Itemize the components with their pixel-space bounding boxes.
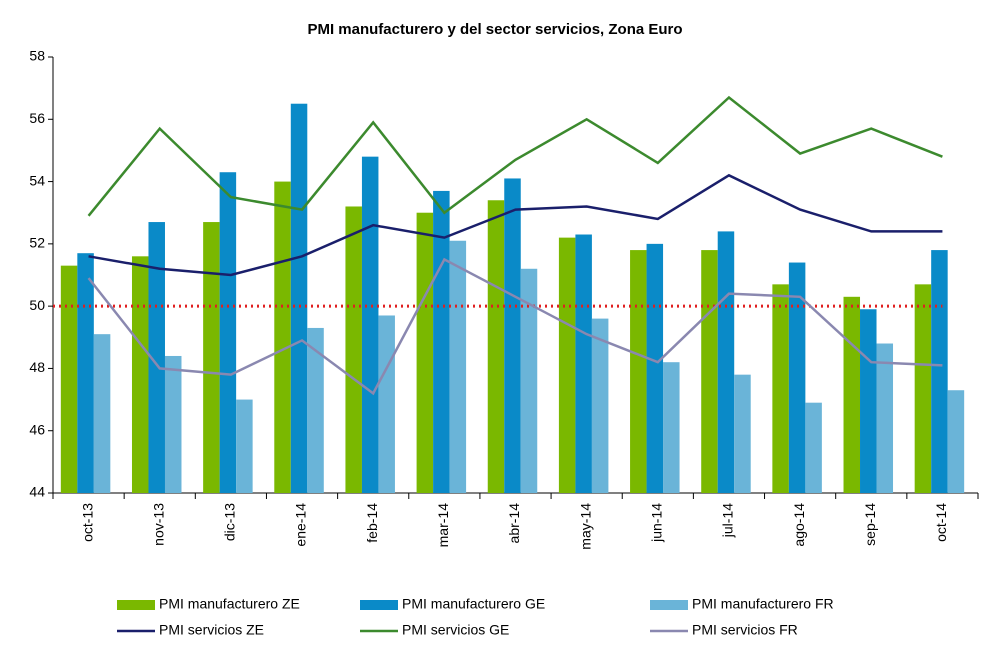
y-tick-label: 52 (29, 235, 45, 251)
bar (307, 327, 324, 493)
y-tick-label: 56 (29, 110, 45, 126)
bar (520, 268, 538, 493)
x-tick-label: oct-13 (79, 503, 95, 542)
legend-label: PMI servicios GE (402, 622, 509, 638)
bar (131, 256, 149, 493)
bar (236, 399, 253, 493)
y-tick-label: 54 (29, 172, 45, 188)
bar (947, 390, 965, 493)
bar (646, 243, 664, 493)
x-tick-label: jun-14 (649, 503, 665, 543)
bar (914, 284, 932, 493)
legend-swatch (117, 600, 155, 610)
chart-title: PMI manufacturero y del sector servicios… (307, 21, 682, 38)
bar (701, 250, 718, 493)
bar (345, 206, 362, 493)
bar (717, 231, 735, 493)
bar (290, 103, 308, 493)
bar (931, 250, 948, 493)
x-tick-label: abr-14 (506, 503, 522, 544)
bar (378, 315, 395, 493)
bar (663, 362, 680, 493)
y-tick-label: 58 (29, 48, 45, 64)
bar (449, 240, 467, 493)
bar (416, 212, 434, 493)
legend-label: PMI servicios ZE (159, 622, 264, 638)
legend-swatch (650, 600, 688, 610)
x-tick-label: oct-14 (933, 503, 949, 542)
x-tick-label: ago-14 (791, 503, 807, 547)
y-tick-label: 48 (29, 359, 45, 375)
line-series (87, 95, 943, 217)
bar (860, 309, 877, 493)
bar (504, 178, 521, 493)
legend-label: PMI manufacturero FR (692, 596, 834, 612)
bar (77, 253, 94, 493)
bar (575, 234, 592, 493)
x-tick-label: may-14 (577, 503, 593, 550)
bar (805, 402, 822, 493)
bar (487, 200, 505, 493)
bar (876, 343, 894, 493)
bar (274, 181, 291, 494)
bar (558, 237, 576, 493)
y-tick-label: 44 (29, 484, 45, 500)
x-tick-label: jul-14 (720, 503, 736, 538)
x-tick-label: ene-14 (293, 503, 309, 547)
bar (591, 318, 609, 493)
x-tick-label: dic-13 (222, 503, 238, 541)
line-series (88, 173, 943, 277)
y-tick-label: 46 (29, 421, 45, 437)
line-series (87, 257, 943, 396)
bar (164, 355, 182, 493)
x-tick-label: nov-13 (150, 503, 166, 546)
bar (203, 222, 220, 494)
bar (433, 190, 450, 493)
bar (734, 374, 751, 493)
legend-label: PMI manufacturero ZE (159, 596, 300, 612)
bar (630, 250, 647, 493)
x-tick-label: sep-14 (862, 503, 878, 546)
bar (60, 265, 78, 493)
bar (772, 284, 789, 493)
bar (219, 172, 237, 493)
bar (148, 222, 165, 494)
bar (843, 296, 861, 493)
bar (93, 334, 111, 493)
x-tick-label: feb-14 (364, 503, 380, 543)
y-tick-label: 50 (29, 297, 45, 313)
bar (788, 262, 806, 493)
x-tick-label: mar-14 (435, 503, 451, 548)
legend-swatch (360, 600, 398, 610)
legend-label: PMI manufacturero GE (402, 596, 545, 612)
bar (361, 156, 379, 493)
legend-label: PMI servicios FR (692, 622, 798, 638)
